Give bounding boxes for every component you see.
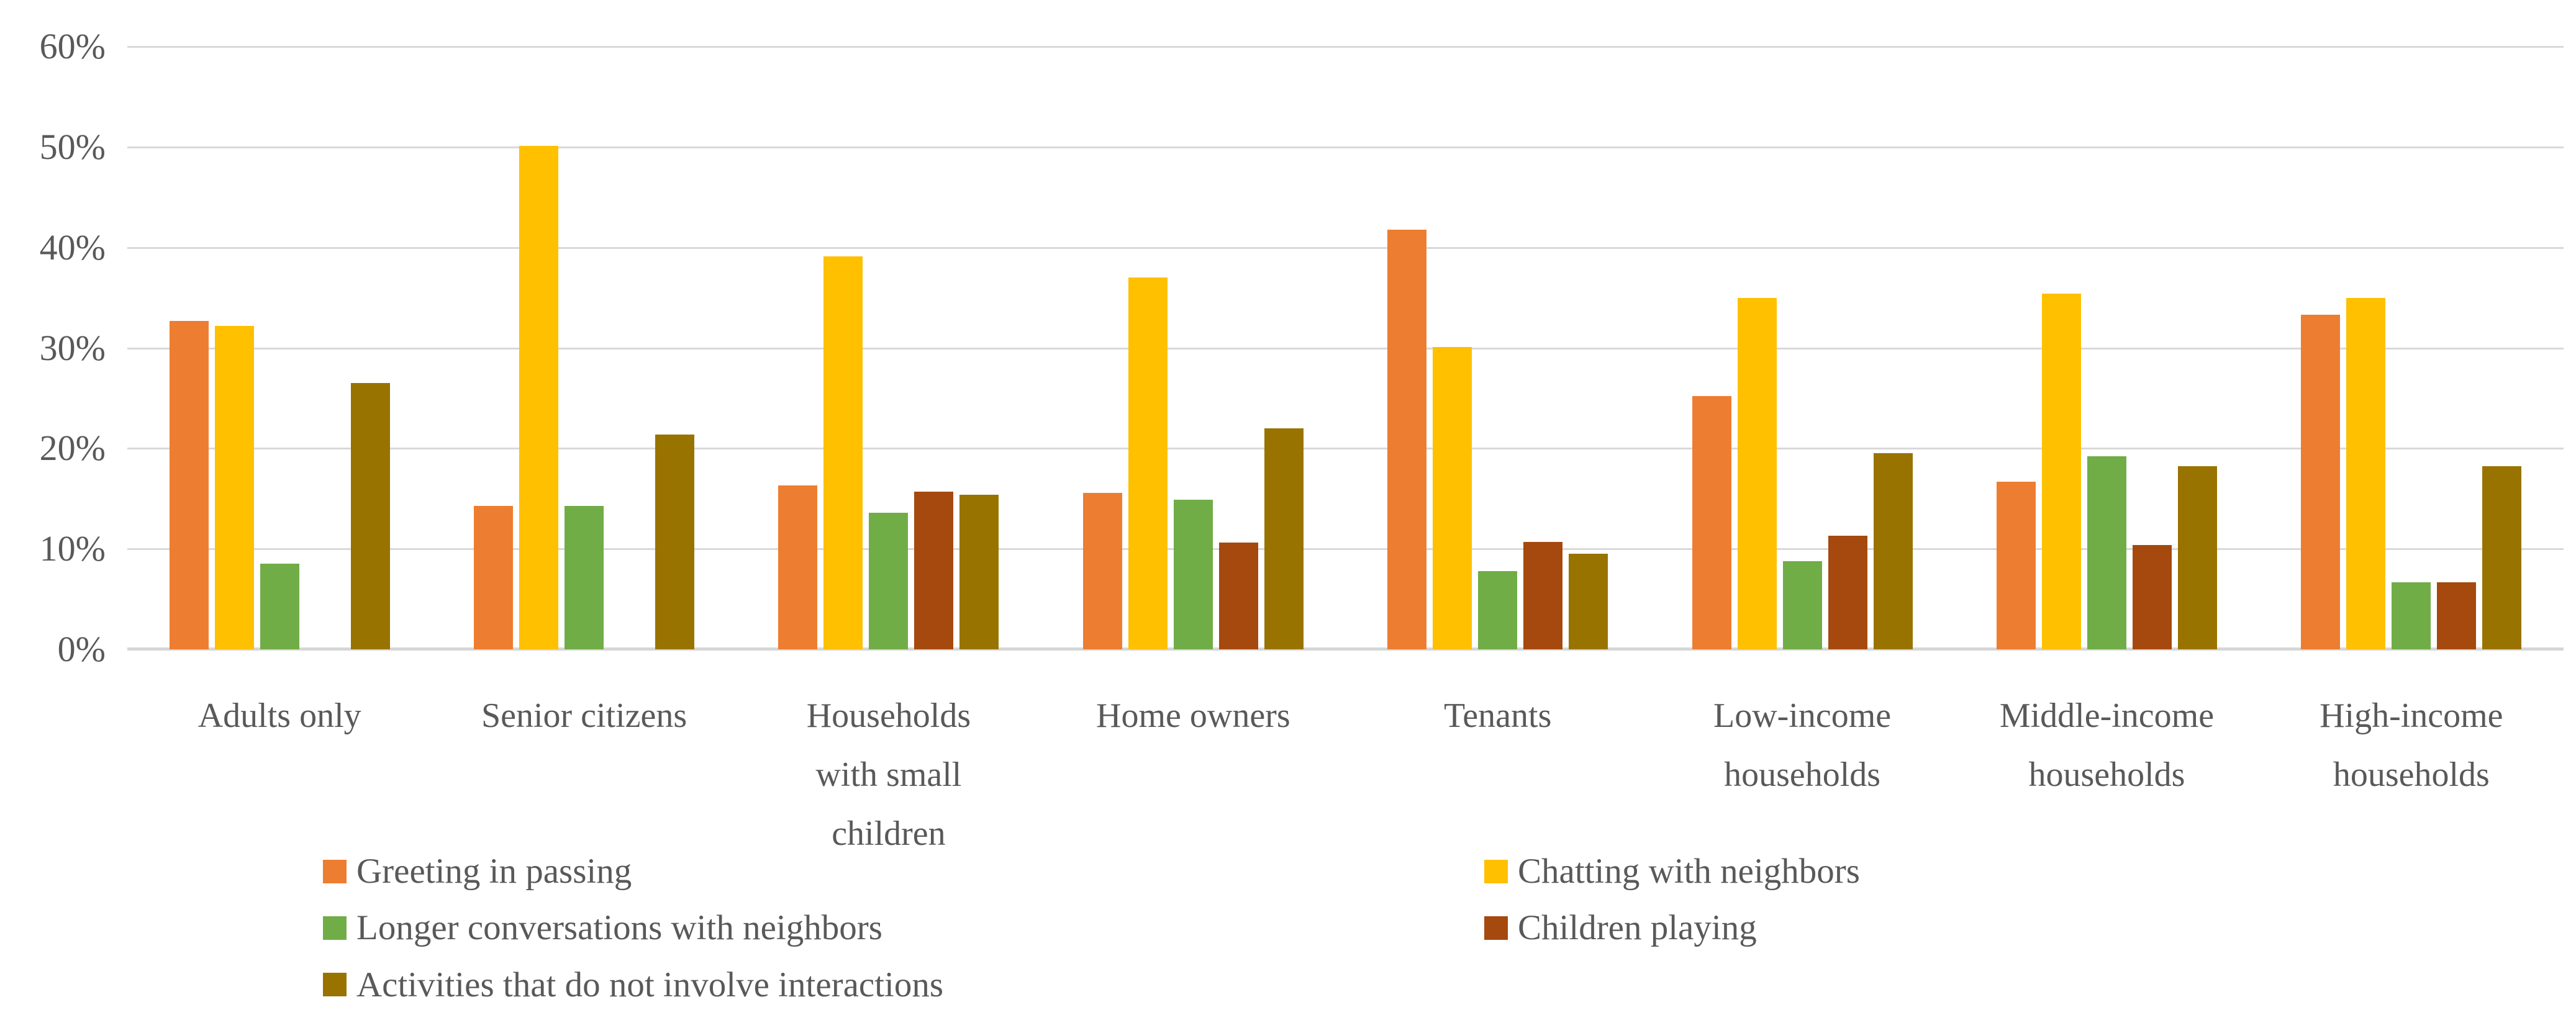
x-category-label: High-income households	[2320, 697, 2503, 795]
bar	[1173, 499, 1213, 649]
bar	[1692, 396, 1731, 649]
bar-group	[1346, 47, 1650, 649]
legend-item: Activities that do not involve interacti…	[323, 963, 1484, 1007]
legend-label: Greeting in passing	[356, 852, 632, 891]
bar	[169, 320, 209, 649]
bar-group	[1041, 47, 1345, 649]
bar	[1218, 543, 1258, 649]
bar	[914, 491, 954, 649]
legend-item: Longer conversations with neighbors	[323, 906, 1484, 950]
legend-swatch-icon	[323, 859, 347, 883]
y-tick-label: 0%	[57, 629, 106, 669]
gridline-60%	[127, 46, 2564, 48]
bar	[2087, 456, 2126, 649]
bar	[1996, 481, 2036, 649]
bar	[1433, 346, 1472, 649]
bar	[2301, 315, 2341, 649]
bar	[350, 383, 390, 649]
legend-swatch-icon	[1484, 859, 1508, 883]
gridline-50%	[127, 146, 2564, 148]
bar	[2437, 582, 2477, 649]
gridline-10%	[127, 548, 2564, 551]
y-tick-label: 60%	[39, 26, 106, 66]
bar	[2041, 294, 2081, 649]
bar	[1523, 541, 1563, 649]
y-tick-label: 10%	[39, 528, 106, 569]
legend-label: Activities that do not involve interacti…	[356, 965, 944, 1004]
y-tick-label: 50%	[39, 126, 106, 167]
bar-group	[1650, 47, 1954, 649]
x-category-label: Households with small children	[806, 697, 971, 854]
y-tick-label: 40%	[39, 227, 106, 268]
bar	[655, 434, 695, 649]
legend-label: Children playing	[1518, 908, 1757, 948]
legend: Greeting in passing Chatting with neighbo…	[323, 849, 1860, 1007]
gridline-30%	[127, 347, 2564, 349]
bar	[1264, 428, 1304, 649]
x-category-label: Middle-income households	[1999, 697, 2215, 795]
legend-item: Chatting with neighbors	[1484, 849, 1860, 893]
bar	[959, 494, 999, 649]
bar-series-container	[127, 47, 2564, 649]
bar-group	[2259, 47, 2564, 649]
bar-group	[127, 47, 432, 649]
bar	[2482, 466, 2522, 649]
bar	[1478, 570, 1518, 649]
legend-swatch-icon	[323, 973, 347, 997]
x-category-label: Senior citizens	[481, 697, 687, 735]
y-tick-label: 20%	[39, 428, 106, 469]
x-category-label: Home owners	[1096, 697, 1290, 735]
bar-group	[1954, 47, 2259, 649]
bar	[1782, 561, 1822, 649]
bar	[1082, 492, 1122, 649]
legend-swatch-icon	[1484, 916, 1508, 940]
bar	[1387, 229, 1427, 649]
legend-swatch-icon	[323, 916, 347, 940]
bar-group	[737, 47, 1041, 649]
bar	[1128, 277, 1168, 649]
gridline-20%	[127, 448, 2564, 450]
plot-area	[127, 46, 2564, 651]
bar-group	[432, 47, 736, 649]
bar	[2177, 466, 2217, 649]
bar	[1737, 297, 1777, 649]
bar	[823, 256, 863, 649]
y-tick-label: 30%	[39, 327, 106, 368]
x-category-label: Tenants	[1444, 697, 1552, 735]
bar	[260, 564, 299, 649]
bar	[1569, 554, 1608, 649]
bar	[214, 325, 254, 649]
bar	[2132, 544, 2172, 649]
legend-item: Children playing	[1484, 906, 1860, 950]
gridline-0%	[127, 647, 2564, 651]
x-category-label: Low-income households	[1713, 697, 1892, 795]
legend-item: Greeting in passing	[323, 849, 1484, 893]
bar	[2346, 297, 2386, 649]
legend-label: Longer conversations with neighbors	[356, 908, 882, 948]
bar	[474, 505, 514, 649]
x-category-label: Adults only	[197, 697, 361, 735]
y-axis-tick-labels: 0% 10% 20% 30% 40% 50% 60%	[0, 29, 106, 667]
x-axis-category-labels: Adults only Senior citizens Households wit…	[127, 687, 2564, 864]
legend-label: Chatting with neighbors	[1518, 852, 1860, 891]
bar	[1873, 453, 1913, 649]
bar	[869, 512, 909, 649]
gridline-40%	[127, 246, 2564, 249]
bar	[2392, 582, 2431, 649]
bar	[519, 146, 559, 649]
bar	[565, 505, 604, 649]
bar	[778, 485, 818, 649]
bar	[1828, 536, 1867, 649]
